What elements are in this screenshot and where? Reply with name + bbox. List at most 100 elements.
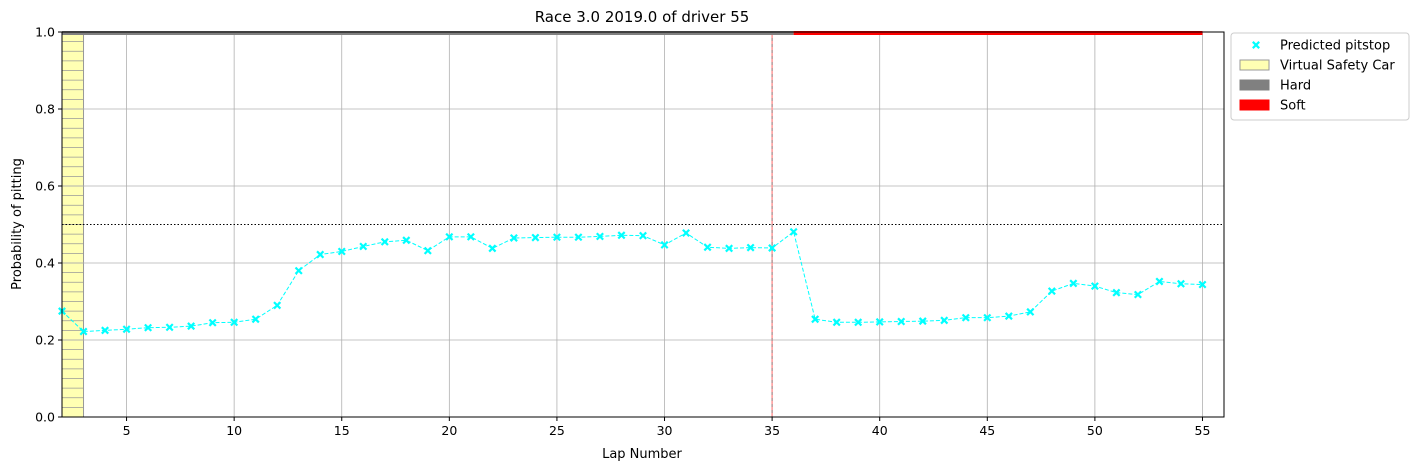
marker-stroke (402, 236, 411, 245)
marker-stroke (1112, 288, 1121, 297)
marker-stroke (251, 315, 260, 324)
y-axis-ticks: 0.0 0.2 0.4 0.6 0.8 1.0 (35, 25, 62, 425)
y-axis-label: Probability of pitting (10, 158, 25, 290)
marker-stroke (122, 325, 131, 334)
x-tick-label-45: 45 (979, 423, 995, 438)
marker-stroke (940, 316, 949, 325)
y-tick-label-5: 1.0 (35, 25, 55, 40)
x-tick-label-30: 30 (657, 423, 673, 438)
data-point-lap-23 (509, 233, 518, 242)
legend-box (1230, 32, 1410, 121)
data-point-lap-16 (359, 242, 368, 251)
y-tick-label-0: 0.0 (35, 410, 55, 425)
data-point-lap-12 (273, 301, 282, 310)
marker-stroke (208, 318, 217, 327)
x-tick-label-5: 5 (123, 423, 131, 438)
data-point-lap-9 (208, 318, 217, 327)
marker-stroke (380, 237, 389, 246)
marker-stroke (574, 233, 583, 242)
marker-stroke (1004, 312, 1013, 321)
x-tick-label-55: 55 (1195, 423, 1211, 438)
marker-stroke (682, 228, 691, 237)
marker-stroke (725, 244, 734, 253)
data-point-lap-49 (1069, 279, 1078, 288)
tyre-stint-soft (793, 31, 1203, 35)
data-point-lap-11 (251, 315, 260, 324)
legend-label: Soft (1280, 99, 1306, 114)
data-point-lap-19 (423, 246, 432, 255)
marker-stroke (294, 266, 303, 275)
legend-entry-1: Virtual Safety Car (1239, 59, 1395, 74)
data-point-lap-38 (832, 318, 841, 327)
data-point-lap-21 (466, 232, 475, 241)
marker-stroke (703, 243, 712, 252)
legend: Predicted pitstop Virtual Safety Car Hard S… (1230, 32, 1410, 121)
data-point-lap-20 (445, 232, 454, 241)
marker-stroke (595, 232, 604, 241)
marker-stroke (230, 318, 239, 327)
x-tick-label-50: 50 (1087, 423, 1103, 438)
data-point-lap-36 (789, 227, 798, 236)
data-point-lap-14 (316, 250, 325, 259)
data-point-lap-26 (574, 233, 583, 242)
marker-stroke (897, 317, 906, 326)
x-tick-label-25: 25 (549, 423, 565, 438)
marker-stroke (1176, 279, 1185, 288)
y-tick-label-2: 0.4 (35, 256, 55, 271)
data-point-lap-8 (187, 322, 196, 331)
plot-frame (61, 31, 1225, 418)
marker-stroke (165, 323, 174, 332)
series-layer (58, 227, 1207, 336)
data-point-lap-24 (531, 233, 540, 242)
marker-stroke (1090, 282, 1099, 291)
data-point-lap-43 (940, 316, 949, 325)
data-point-lap-18 (402, 236, 411, 245)
tyre-stint-hard (62, 31, 794, 35)
data-point-lap-51 (1112, 288, 1121, 297)
legend-entry-3: Soft (1239, 99, 1306, 114)
x-axis-label: Lap Number (602, 447, 682, 462)
marker-stroke (789, 227, 798, 236)
data-point-lap-37 (811, 315, 820, 324)
legend-entry-0: Predicted pitstop (1252, 39, 1390, 54)
data-point-lap-53 (1155, 277, 1164, 286)
y-tick-label-3: 0.6 (35, 179, 55, 194)
data-point-lap-15 (337, 247, 346, 256)
x-axis-ticks: 5 10 15 20 25 30 35 40 45 50 55 (123, 417, 1211, 438)
data-point-lap-34 (746, 243, 755, 252)
legend-swatch (1239, 59, 1270, 71)
marker-stroke (531, 233, 540, 242)
tyre-stint-layer (62, 31, 1203, 35)
marker-stroke (746, 243, 755, 252)
data-point-lap-50 (1090, 282, 1099, 291)
marker-stroke (1155, 277, 1164, 286)
marker-stroke (488, 244, 497, 253)
x-tick-label-35: 35 (764, 423, 780, 438)
marker-stroke (79, 327, 88, 336)
marker-stroke (1047, 287, 1056, 296)
marker-stroke (316, 250, 325, 259)
legend-label: Virtual Safety Car (1280, 59, 1395, 74)
legend-label: Predicted pitstop (1280, 39, 1390, 54)
data-point-lap-17 (380, 237, 389, 246)
legend-entry-2: Hard (1239, 79, 1311, 94)
x-tick-label-20: 20 (441, 423, 457, 438)
marker-stroke (445, 232, 454, 241)
data-point-lap-27 (595, 232, 604, 241)
data-point-lap-33 (725, 244, 734, 253)
data-point-lap-47 (1026, 307, 1035, 316)
marker-stroke (423, 246, 432, 255)
x-tick-label-10: 10 (226, 423, 242, 438)
marker-stroke (811, 315, 820, 324)
data-point-lap-3 (79, 327, 88, 336)
data-point-lap-25 (552, 233, 561, 242)
data-point-lap-46 (1004, 312, 1013, 321)
x-tick-label-15: 15 (334, 423, 350, 438)
marker-stroke (1026, 307, 1035, 316)
marker-stroke (961, 313, 970, 322)
chart-title: Race 3.0 2019.0 of driver 55 (535, 8, 750, 26)
marker-stroke (187, 322, 196, 331)
data-point-lap-4 (101, 326, 110, 335)
marker-stroke (768, 244, 777, 252)
data-point-lap-52 (1133, 290, 1142, 299)
